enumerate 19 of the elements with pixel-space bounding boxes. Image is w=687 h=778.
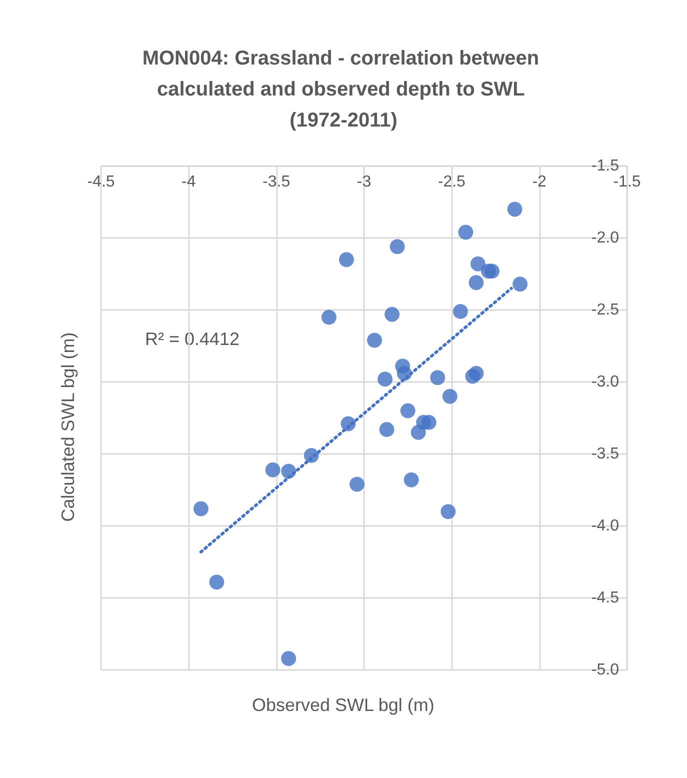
x-tick-label: -4 (182, 174, 196, 190)
y-axis-title: Calculated SWL bgl (m) (58, 332, 78, 522)
x-tick-label: -3 (356, 174, 372, 190)
x-tick-label: -1.5 (613, 174, 641, 190)
x-tick-label: -2.5 (438, 174, 466, 190)
y-tick-label: -1.5 (591, 158, 620, 174)
y-tick-label: -4.5 (591, 590, 620, 606)
y-tick-label: -3.5 (591, 446, 620, 462)
y-tick-label: -2.5 (591, 302, 620, 318)
x-tick-label: -2 (532, 174, 547, 190)
x-tick-label: -4.5 (87, 174, 115, 190)
x-tick-label: -3.5 (262, 174, 290, 190)
x-axis-title: Observed SWL bgl (m) (252, 695, 434, 715)
y-tick-label: -3.0 (591, 374, 620, 390)
y-tick-label: -4.0 (591, 518, 620, 534)
chart-title: MON004: Grassland - correlation between calculated and observed depth to SWL (1972-2011) (142, 48, 545, 132)
y-tick-label: -5.0 (591, 662, 620, 678)
y-tick-label: -2.0 (591, 230, 620, 246)
annotation: R² = 0.4412 (145, 329, 240, 349)
